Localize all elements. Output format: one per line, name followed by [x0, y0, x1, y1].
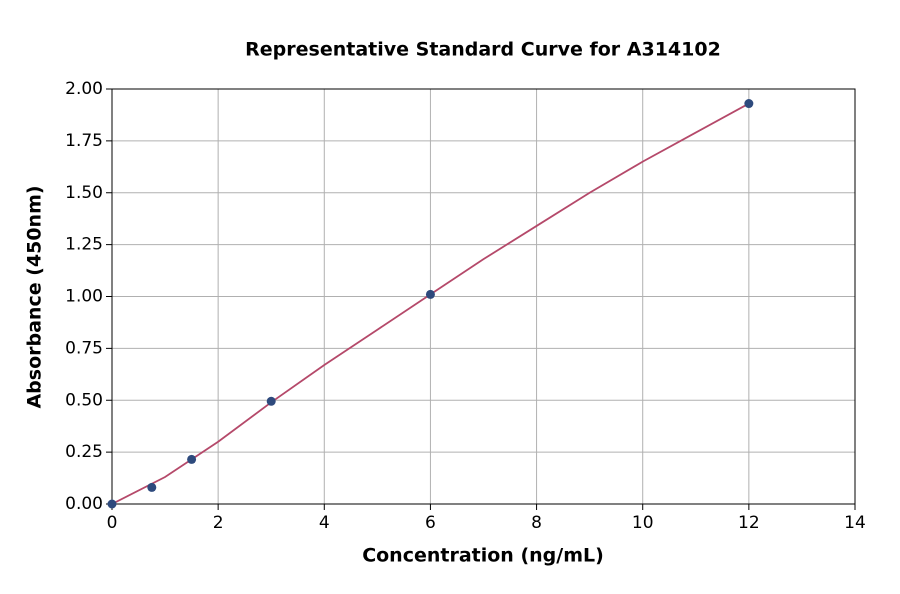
x-tick-label: 2	[213, 513, 224, 533]
data-point	[187, 454, 197, 464]
x-tick-label: 14	[844, 513, 866, 533]
data-point	[744, 99, 754, 109]
data-point	[425, 289, 435, 299]
data-point	[266, 396, 276, 406]
x-tick-label: 12	[738, 513, 760, 533]
y-tick-label: 0.00	[65, 494, 103, 514]
y-tick-label: 0.25	[65, 442, 103, 462]
data-point	[107, 499, 117, 509]
x-tick-label: 0	[107, 513, 118, 533]
chart-title: Representative Standard Curve for A31410…	[245, 39, 721, 61]
y-axis-label: Absorbance (450nm)	[24, 185, 46, 408]
x-axis-label: Concentration (ng/mL)	[362, 545, 604, 567]
plot-frame	[111, 88, 856, 505]
y-tick-label: 1.00	[65, 287, 103, 307]
y-tick-label: 1.25	[65, 235, 103, 255]
y-tick-label: 1.50	[65, 183, 103, 203]
y-tick-label: 1.75	[65, 131, 103, 151]
x-tick-label: 6	[425, 513, 436, 533]
y-tick-label: 2.00	[65, 79, 103, 99]
data-point	[147, 482, 157, 492]
x-tick-label: 4	[319, 513, 330, 533]
x-tick-label: 10	[632, 513, 654, 533]
y-tick-label: 0.75	[65, 338, 103, 358]
x-tick-label: 8	[531, 513, 542, 533]
y-tick-label: 0.50	[65, 390, 103, 410]
